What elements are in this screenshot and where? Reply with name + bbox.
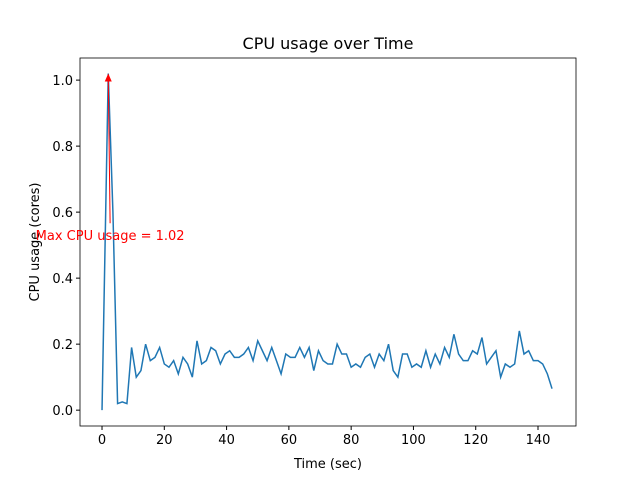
x-tick-label: 100 bbox=[401, 433, 426, 448]
data-line bbox=[101, 73, 553, 411]
annotation-arrowhead bbox=[104, 73, 112, 82]
x-tick-label: 60 bbox=[281, 433, 298, 448]
x-tick-label: 0 bbox=[98, 433, 106, 448]
y-tick-label: 0.4 bbox=[52, 272, 73, 287]
y-tick-label: 0.0 bbox=[52, 404, 73, 419]
x-tick-label: 20 bbox=[156, 433, 173, 448]
y-tick-label: 0.2 bbox=[52, 338, 73, 353]
x-tick-label: 80 bbox=[343, 433, 360, 448]
x-tick-label: 140 bbox=[526, 433, 551, 448]
x-axis-label: Time (sec) bbox=[293, 457, 362, 472]
annotation-text: Max CPU usage = 1.02 bbox=[36, 229, 185, 244]
y-tick-label: 0.8 bbox=[52, 140, 73, 155]
x-tick-label: 40 bbox=[218, 433, 235, 448]
plot-frame bbox=[79, 57, 577, 427]
y-tick-label: 1.0 bbox=[52, 74, 73, 89]
y-axis-label: CPU usage (cores) bbox=[28, 183, 43, 302]
x-tick-label: 120 bbox=[463, 433, 488, 448]
y-tick-label: 0.6 bbox=[52, 206, 73, 221]
chart-title: CPU usage over Time bbox=[243, 34, 414, 53]
annotation-arrow bbox=[107, 75, 111, 224]
